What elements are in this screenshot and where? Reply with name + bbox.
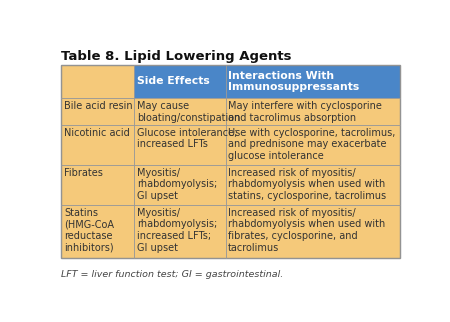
Text: Interactions With
Immunosuppressants: Interactions With Immunosuppressants (228, 71, 359, 92)
Bar (134, 125, 225, 165)
Bar (62, 98, 134, 125)
Bar (225, 165, 400, 205)
Bar (62, 165, 134, 205)
Bar (62, 65, 400, 258)
Text: Increased risk of myositis/
rhabdomyolysis when used with
fibrates, cyclosporine: Increased risk of myositis/ rhabdomyolys… (228, 208, 385, 252)
Bar (225, 125, 400, 165)
Text: Myositis/
rhabdomyolysis;
increased LFTs;
GI upset: Myositis/ rhabdomyolysis; increased LFTs… (137, 208, 217, 252)
Text: May cause
bloating/constipation: May cause bloating/constipation (137, 101, 240, 123)
Bar (225, 205, 400, 258)
Text: Nicotinic acid: Nicotinic acid (64, 128, 130, 138)
Bar (134, 98, 225, 125)
Text: Table 8. Lipid Lowering Agents: Table 8. Lipid Lowering Agents (62, 50, 292, 63)
Bar (62, 65, 134, 98)
Text: Statins
(HMG-CoA
reductase
inhibitors): Statins (HMG-CoA reductase inhibitors) (64, 208, 114, 252)
Text: Myositis/
rhabdomyolysis;
GI upset: Myositis/ rhabdomyolysis; GI upset (137, 168, 217, 201)
Bar (134, 165, 225, 205)
Bar (134, 205, 225, 258)
Text: May interfere with cyclosporine
and tacrolimus absorption: May interfere with cyclosporine and tacr… (228, 101, 382, 123)
Text: Increased risk of myositis/
rhabdomyolysis when used with
statins, cyclosporine,: Increased risk of myositis/ rhabdomyolys… (228, 168, 386, 201)
Bar (225, 98, 400, 125)
Text: Fibrates: Fibrates (64, 168, 103, 178)
Text: LFT = liver function test; GI = gastrointestinal.: LFT = liver function test; GI = gastroin… (62, 270, 284, 279)
Bar (134, 65, 225, 98)
Text: Glucose intolerance;
increased LFTs: Glucose intolerance; increased LFTs (137, 128, 237, 149)
Bar (225, 65, 400, 98)
Text: Bile acid resin: Bile acid resin (64, 101, 133, 111)
Bar (62, 125, 134, 165)
Text: Side Effects: Side Effects (137, 76, 209, 86)
Bar (62, 205, 134, 258)
Text: Use with cyclosporine, tacrolimus,
and prednisone may exacerbate
glucose intoler: Use with cyclosporine, tacrolimus, and p… (228, 128, 396, 161)
